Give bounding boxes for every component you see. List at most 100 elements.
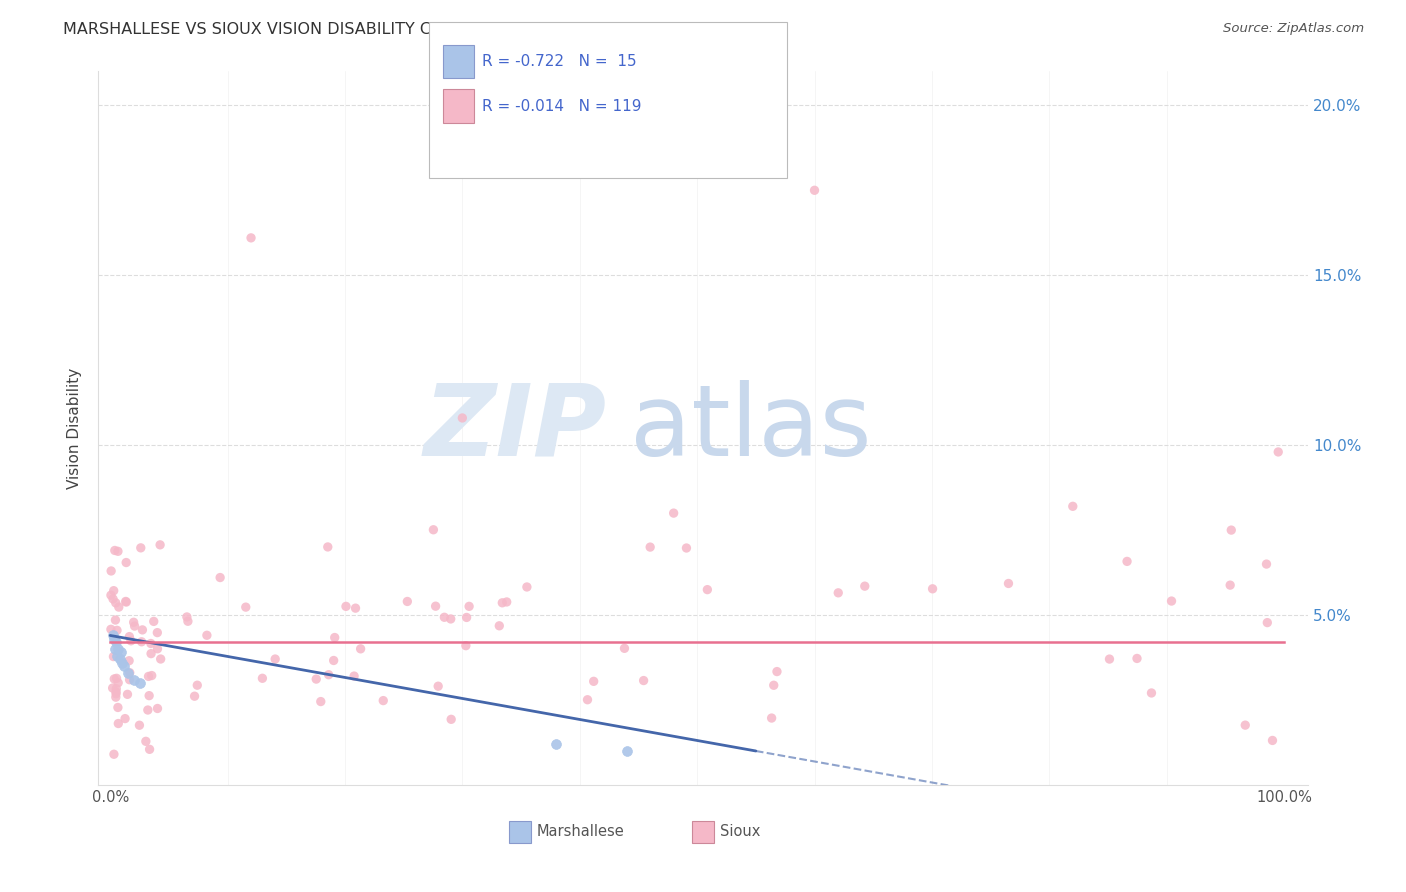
Point: [101, 681, 124, 695]
Point: [853, 579, 876, 593]
Text: Source: ZipAtlas.com: Source: ZipAtlas.com: [1223, 22, 1364, 36]
Point: [662, 506, 685, 520]
Point: [344, 601, 367, 615]
Point: [633, 673, 655, 688]
Y-axis label: Vision Disability: Vision Disability: [67, 368, 83, 489]
Point: [104, 596, 127, 610]
Point: [427, 679, 450, 693]
Point: [495, 595, 517, 609]
Point: [138, 689, 160, 703]
Point: [131, 623, 153, 637]
Point: [103, 747, 125, 762]
Point: [101, 628, 124, 642]
Point: [105, 635, 128, 649]
Point: [433, 610, 456, 624]
Point: [997, 576, 1019, 591]
Point: [103, 672, 125, 686]
Point: [105, 685, 128, 699]
Point: [110, 645, 132, 659]
Point: [516, 580, 538, 594]
Point: [107, 544, 129, 558]
Point: [582, 674, 605, 689]
Text: R = -0.014   N = 119: R = -0.014 N = 119: [482, 99, 641, 113]
Point: [1098, 652, 1121, 666]
Point: [1062, 500, 1084, 514]
Point: [139, 647, 162, 661]
Point: [316, 540, 339, 554]
Point: [105, 635, 128, 649]
Point: [129, 541, 152, 555]
Point: [105, 687, 128, 701]
Point: [318, 667, 340, 681]
Point: [177, 614, 200, 628]
Point: [576, 692, 599, 706]
Point: [117, 687, 139, 701]
Point: [675, 541, 697, 555]
Point: [149, 652, 172, 666]
Point: [440, 712, 463, 726]
Point: [638, 540, 661, 554]
Point: [142, 615, 165, 629]
Point: [1261, 733, 1284, 747]
Point: [100, 622, 122, 636]
Point: [616, 744, 638, 758]
Point: [118, 673, 141, 687]
Point: [107, 642, 129, 657]
Point: [1160, 594, 1182, 608]
Point: [1126, 651, 1149, 665]
Point: [240, 231, 263, 245]
Point: [422, 523, 444, 537]
Point: [323, 631, 346, 645]
Text: ZIP: ZIP: [423, 380, 606, 476]
Point: [118, 665, 141, 680]
Point: [107, 700, 129, 714]
Point: [176, 610, 198, 624]
Point: [105, 681, 128, 696]
Point: [1234, 718, 1257, 732]
Point: [235, 600, 257, 615]
Point: [309, 694, 332, 708]
Point: [100, 588, 122, 602]
Point: [146, 641, 169, 656]
Point: [264, 652, 287, 666]
Point: [1116, 554, 1139, 568]
Point: [138, 669, 160, 683]
Point: [139, 636, 162, 650]
Point: [252, 671, 274, 685]
Point: [141, 668, 163, 682]
Point: [117, 665, 139, 680]
Point: [108, 652, 131, 666]
Point: [396, 594, 419, 608]
Point: [112, 659, 135, 673]
Point: [343, 669, 366, 683]
Point: [322, 653, 344, 667]
Point: [135, 734, 157, 748]
Text: Sioux: Sioux: [720, 824, 761, 838]
Text: Marshallese: Marshallese: [537, 824, 624, 838]
Point: [107, 675, 129, 690]
Point: [195, 628, 218, 642]
Point: [803, 183, 825, 197]
Point: [696, 582, 718, 597]
Point: [146, 625, 169, 640]
Point: [122, 673, 145, 687]
Point: [100, 564, 122, 578]
Point: [305, 672, 328, 686]
Point: [104, 543, 127, 558]
Point: [761, 711, 783, 725]
Point: [186, 678, 208, 692]
Point: [1220, 523, 1243, 537]
Point: [104, 642, 127, 657]
Point: [118, 654, 141, 668]
Point: [103, 649, 125, 664]
Point: [107, 600, 129, 615]
Point: [546, 737, 568, 751]
Point: [1256, 557, 1278, 571]
Point: [1256, 615, 1278, 630]
Point: [921, 582, 943, 596]
Point: [107, 716, 129, 731]
Point: [613, 641, 636, 656]
Point: [349, 641, 371, 656]
Point: [1267, 445, 1289, 459]
Point: [425, 599, 447, 614]
